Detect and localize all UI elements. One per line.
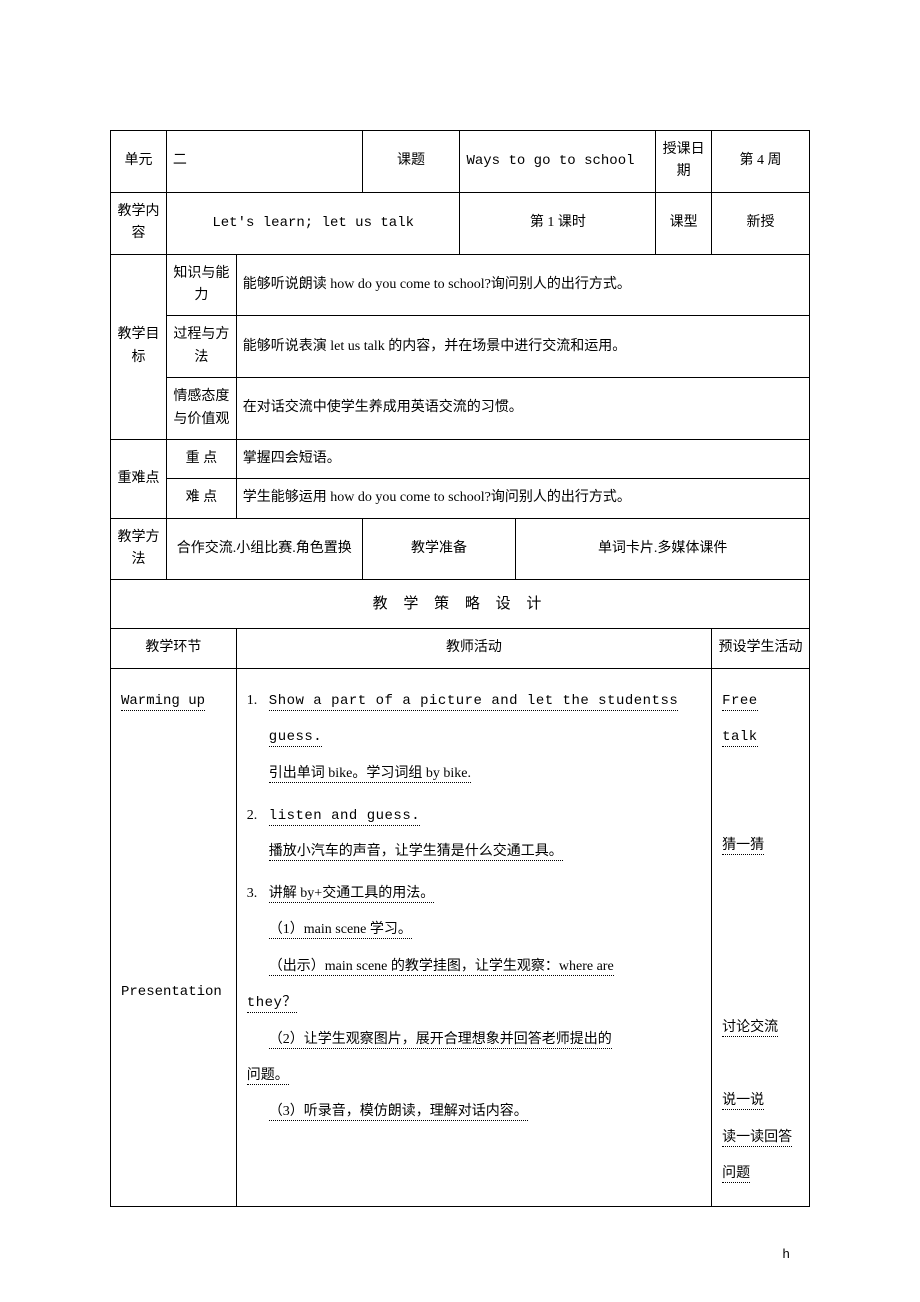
header-row-1: 单元 二 课题 Ways to go to school 授课日期 第 4 周: [111, 131, 810, 193]
page-footer: h: [782, 1247, 790, 1262]
t2a: listen and guess.: [269, 808, 420, 826]
keypoints-row-1: 重难点 重 点 掌握四会短语。: [111, 439, 810, 478]
date-value: 第 4 周: [712, 131, 810, 193]
lesson-plan-table: 单元 二 课题 Ways to go to school 授课日期 第 4 周 …: [110, 130, 810, 1207]
teacher-step-3: 3.讲解 by+交通工具的用法。 （1）main scene 学习。 （出示）m…: [247, 876, 701, 1131]
method-label: 教学方法: [111, 518, 167, 580]
topic-value: Ways to go to school: [460, 131, 656, 193]
num-3: 3.: [247, 876, 269, 912]
phase-2: Presentation: [121, 984, 222, 1000]
s1: Free talk: [722, 693, 758, 747]
t1a: Show a part of a picture and let the stu…: [269, 693, 678, 711]
num-1: 1.: [247, 683, 269, 719]
strategy-body-row: Warming up Presentation 1.Show a part of…: [111, 668, 810, 1206]
s3: 讨论交流: [722, 1020, 778, 1037]
col-phase: 教学环节: [111, 629, 237, 668]
content-value: Let's learn; let us talk: [166, 192, 460, 254]
kp-sub-2: 难 点: [166, 479, 236, 518]
goal-text-3: 在对话交流中使学生养成用英语交流的习惯。: [236, 378, 809, 440]
unit-value: 二: [166, 131, 362, 193]
prep-label: 教学准备: [362, 518, 516, 580]
goal-text-1: 能够听说朗读 how do you come to school?询问别人的出行…: [236, 254, 809, 316]
goals-label: 教学目标: [111, 254, 167, 439]
t3c-b: they？: [247, 995, 297, 1013]
header-row-2: 教学内容 Let's learn; let us talk 第 1 课时 课型 …: [111, 192, 810, 254]
s5: 读一读回答问题: [722, 1130, 792, 1183]
t3c-a: （出示）main scene 的教学挂图，让学生观察：where are: [269, 959, 614, 976]
keypoints-row-2: 难 点 学生能够运用 how do you come to school?询问别…: [111, 479, 810, 518]
phase-1: Warming up: [121, 693, 205, 711]
teacher-step-1: 1.Show a part of a picture and let the s…: [247, 683, 701, 792]
kp-text-2: 学生能够运用 how do you come to school?询问别人的出行…: [236, 479, 809, 518]
num-2: 2.: [247, 798, 269, 834]
strategy-header-row: 教学环节 教师活动 预设学生活动: [111, 629, 810, 668]
t3d-b: 问题。: [247, 1068, 289, 1085]
goal-sub-2: 过程与方 法: [166, 316, 236, 378]
s2: 猜一猜: [722, 838, 764, 855]
kp-sub-1: 重 点: [166, 439, 236, 478]
s4: 说一说: [722, 1093, 764, 1110]
teacher-step-2: 2.listen and guess. 播放小汽车的声音，让学生猜是什么交通工具…: [247, 798, 701, 871]
strategy-title-row: 教 学 策 略 设 计: [111, 580, 810, 629]
date-label: 授课日期: [656, 131, 712, 193]
t3d-a: （2）让学生观察图片，展开合理想象并回答老师提出的: [269, 1032, 612, 1049]
teacher-cell: 1.Show a part of a picture and let the s…: [236, 668, 711, 1206]
goal-sub-1: 知识与能 力: [166, 254, 236, 316]
keypoints-label: 重难点: [111, 439, 167, 518]
phase-cell: Warming up Presentation: [111, 668, 237, 1206]
unit-label: 单元: [111, 131, 167, 193]
period-value: 第 1 课时: [460, 192, 656, 254]
t3e: （3）听录音，模仿朗读，理解对话内容。: [269, 1104, 528, 1121]
goals-row-3: 情感态度与价值观 在对话交流中使学生养成用英语交流的习惯。: [111, 378, 810, 440]
student-cell: Free talk 猜一猜 讨论交流 说一说 读一读回答问题: [712, 668, 810, 1206]
goal-text-2: 能够听说表演 let us talk 的内容，并在场景中进行交流和运用。: [236, 316, 809, 378]
t3a: 讲解 by+交通工具的用法。: [269, 886, 434, 903]
t1c: 引出单词 bike。学习词组 by bike.: [269, 766, 471, 783]
goals-row-1: 教学目标 知识与能 力 能够听说朗读 how do you come to sc…: [111, 254, 810, 316]
method-row: 教学方法 合作交流.小组比赛.角色置换 教学准备 单词卡片.多媒体课件: [111, 518, 810, 580]
content-value-text: Let's learn; let us talk: [212, 215, 414, 231]
type-value: 新授: [712, 192, 810, 254]
type-label: 课型: [656, 192, 712, 254]
method-value: 合作交流.小组比赛.角色置换: [166, 518, 362, 580]
goals-row-2: 过程与方 法 能够听说表演 let us talk 的内容，并在场景中进行交流和…: [111, 316, 810, 378]
col-teacher: 教师活动: [236, 629, 711, 668]
topic-value-text: Ways to go to school: [466, 153, 634, 169]
content-label: 教学内容: [111, 192, 167, 254]
t2b: 播放小汽车的声音，让学生猜是什么交通工具。: [269, 844, 563, 861]
strategy-title: 教 学 策 略 设 计: [111, 580, 810, 629]
topic-label: 课题: [362, 131, 460, 193]
goal-sub-3: 情感态度与价值观: [166, 378, 236, 440]
t1b: guess.: [269, 729, 322, 747]
t3b: （1）main scene 学习。: [269, 922, 412, 939]
prep-value: 单词卡片.多媒体课件: [516, 518, 810, 580]
col-student: 预设学生活动: [712, 629, 810, 668]
kp-text-1: 掌握四会短语。: [236, 439, 809, 478]
